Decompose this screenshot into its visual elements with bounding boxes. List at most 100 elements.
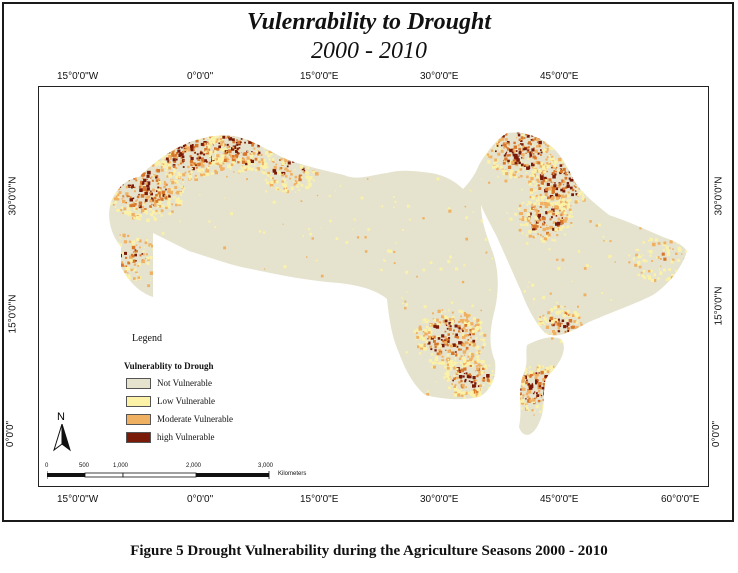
speckle-cell bbox=[559, 209, 561, 212]
speckle-cell bbox=[114, 206, 117, 208]
lat-label-right-15n: 15°0'0"N bbox=[713, 286, 725, 326]
speckle-cell bbox=[533, 303, 535, 305]
speckle-cell bbox=[555, 139, 557, 141]
speckle-cell bbox=[429, 261, 433, 264]
speckle-cell bbox=[554, 173, 557, 176]
speckle-cell bbox=[571, 225, 574, 227]
speckle-cell bbox=[117, 276, 120, 278]
speckle-cell bbox=[559, 226, 561, 229]
speckle-cell bbox=[453, 367, 456, 370]
speckle-cell bbox=[449, 143, 452, 147]
speckle-cell bbox=[445, 324, 448, 326]
speckle-cell bbox=[303, 325, 305, 327]
speckle-cell bbox=[135, 216, 140, 220]
speckle-cell bbox=[525, 152, 527, 154]
speckle-cell bbox=[283, 420, 287, 424]
speckle-cell bbox=[554, 370, 558, 374]
speckle-cell bbox=[463, 396, 467, 400]
speckle-cell bbox=[124, 171, 128, 175]
speckle-cell bbox=[159, 150, 161, 152]
speckle-cell bbox=[247, 126, 250, 129]
speckle-cell bbox=[144, 172, 146, 175]
speckle-cell bbox=[447, 349, 451, 353]
speckle-cell bbox=[522, 201, 525, 204]
speckle-cell bbox=[580, 323, 583, 327]
speckle-cell bbox=[206, 167, 208, 170]
speckle-cell bbox=[549, 316, 553, 321]
speckle-cell bbox=[315, 259, 318, 262]
speckle-cell bbox=[529, 126, 532, 129]
speckle-cell bbox=[526, 166, 530, 170]
speckle-cell bbox=[359, 173, 363, 177]
speckle-cell bbox=[527, 146, 530, 149]
speckle-cell bbox=[281, 190, 284, 193]
speckle-cell bbox=[545, 147, 549, 152]
speckle-cell bbox=[284, 167, 288, 171]
speckle-cell bbox=[583, 187, 585, 190]
speckle-cell bbox=[117, 273, 121, 276]
speckle-cell bbox=[586, 181, 589, 184]
speckle-cell bbox=[547, 333, 549, 335]
speckle-cell bbox=[669, 139, 673, 143]
speckle-cell bbox=[509, 174, 513, 178]
speckle-cell bbox=[521, 407, 524, 410]
speckle-cell bbox=[216, 139, 220, 143]
speckle-cell bbox=[535, 194, 538, 197]
speckle-cell bbox=[113, 168, 117, 171]
speckle-cell bbox=[185, 120, 187, 122]
speckle-cell bbox=[294, 168, 296, 171]
speckle-cell bbox=[542, 164, 546, 168]
speckle-cell bbox=[438, 323, 441, 326]
speckle-cell bbox=[574, 313, 578, 317]
speckle-cell bbox=[483, 393, 487, 397]
speckle-cell bbox=[138, 239, 142, 243]
speckle-cell bbox=[262, 144, 264, 147]
speckle-cell bbox=[168, 174, 172, 178]
speckle-cell bbox=[483, 393, 488, 398]
speckle-cell bbox=[302, 170, 306, 174]
speckle-cell bbox=[178, 153, 182, 157]
speckle-cell bbox=[461, 383, 465, 387]
speckle-cell bbox=[150, 192, 153, 196]
speckle-cell bbox=[162, 194, 166, 197]
speckle-cell bbox=[506, 154, 509, 157]
speckle-cell bbox=[484, 440, 487, 443]
speckle-cell bbox=[452, 379, 454, 382]
speckle-cell bbox=[510, 394, 513, 397]
speckle-cell bbox=[608, 254, 612, 259]
speckle-cell bbox=[284, 188, 288, 191]
speckle-cell bbox=[313, 297, 315, 299]
speckle-cell bbox=[168, 125, 171, 128]
speckle-cell bbox=[427, 390, 430, 393]
speckle-cell bbox=[468, 341, 472, 345]
speckle-cell bbox=[680, 396, 683, 398]
speckle-cell bbox=[639, 227, 642, 230]
speckle-cell bbox=[461, 357, 464, 359]
speckle-cell bbox=[520, 223, 523, 227]
speckle-cell bbox=[300, 176, 303, 179]
speckle-cell bbox=[675, 275, 678, 277]
speckle-cell bbox=[555, 196, 560, 200]
speckle-cell bbox=[534, 376, 538, 380]
speckle-cell bbox=[306, 156, 309, 160]
speckle-cell bbox=[512, 396, 516, 400]
speckle-cell bbox=[460, 341, 463, 344]
speckle-cell bbox=[448, 387, 452, 390]
speckle-cell bbox=[538, 140, 542, 145]
speckle-cell bbox=[131, 186, 133, 188]
speckle-cell bbox=[453, 319, 455, 322]
speckle-cell bbox=[556, 301, 559, 304]
speckle-cell bbox=[546, 182, 550, 186]
speckle-cell bbox=[155, 162, 158, 165]
speckle-cell bbox=[117, 179, 121, 183]
speckle-cell bbox=[558, 169, 562, 172]
speckle-cell bbox=[405, 351, 408, 354]
speckle-cell bbox=[466, 359, 469, 363]
speckle-cell bbox=[496, 142, 499, 146]
speckle-cell bbox=[552, 331, 557, 336]
speckle-cell bbox=[476, 387, 480, 392]
speckle-cell bbox=[635, 248, 637, 251]
speckle-cell bbox=[249, 154, 254, 158]
speckle-cell bbox=[116, 208, 120, 212]
speckle-cell bbox=[537, 214, 541, 218]
